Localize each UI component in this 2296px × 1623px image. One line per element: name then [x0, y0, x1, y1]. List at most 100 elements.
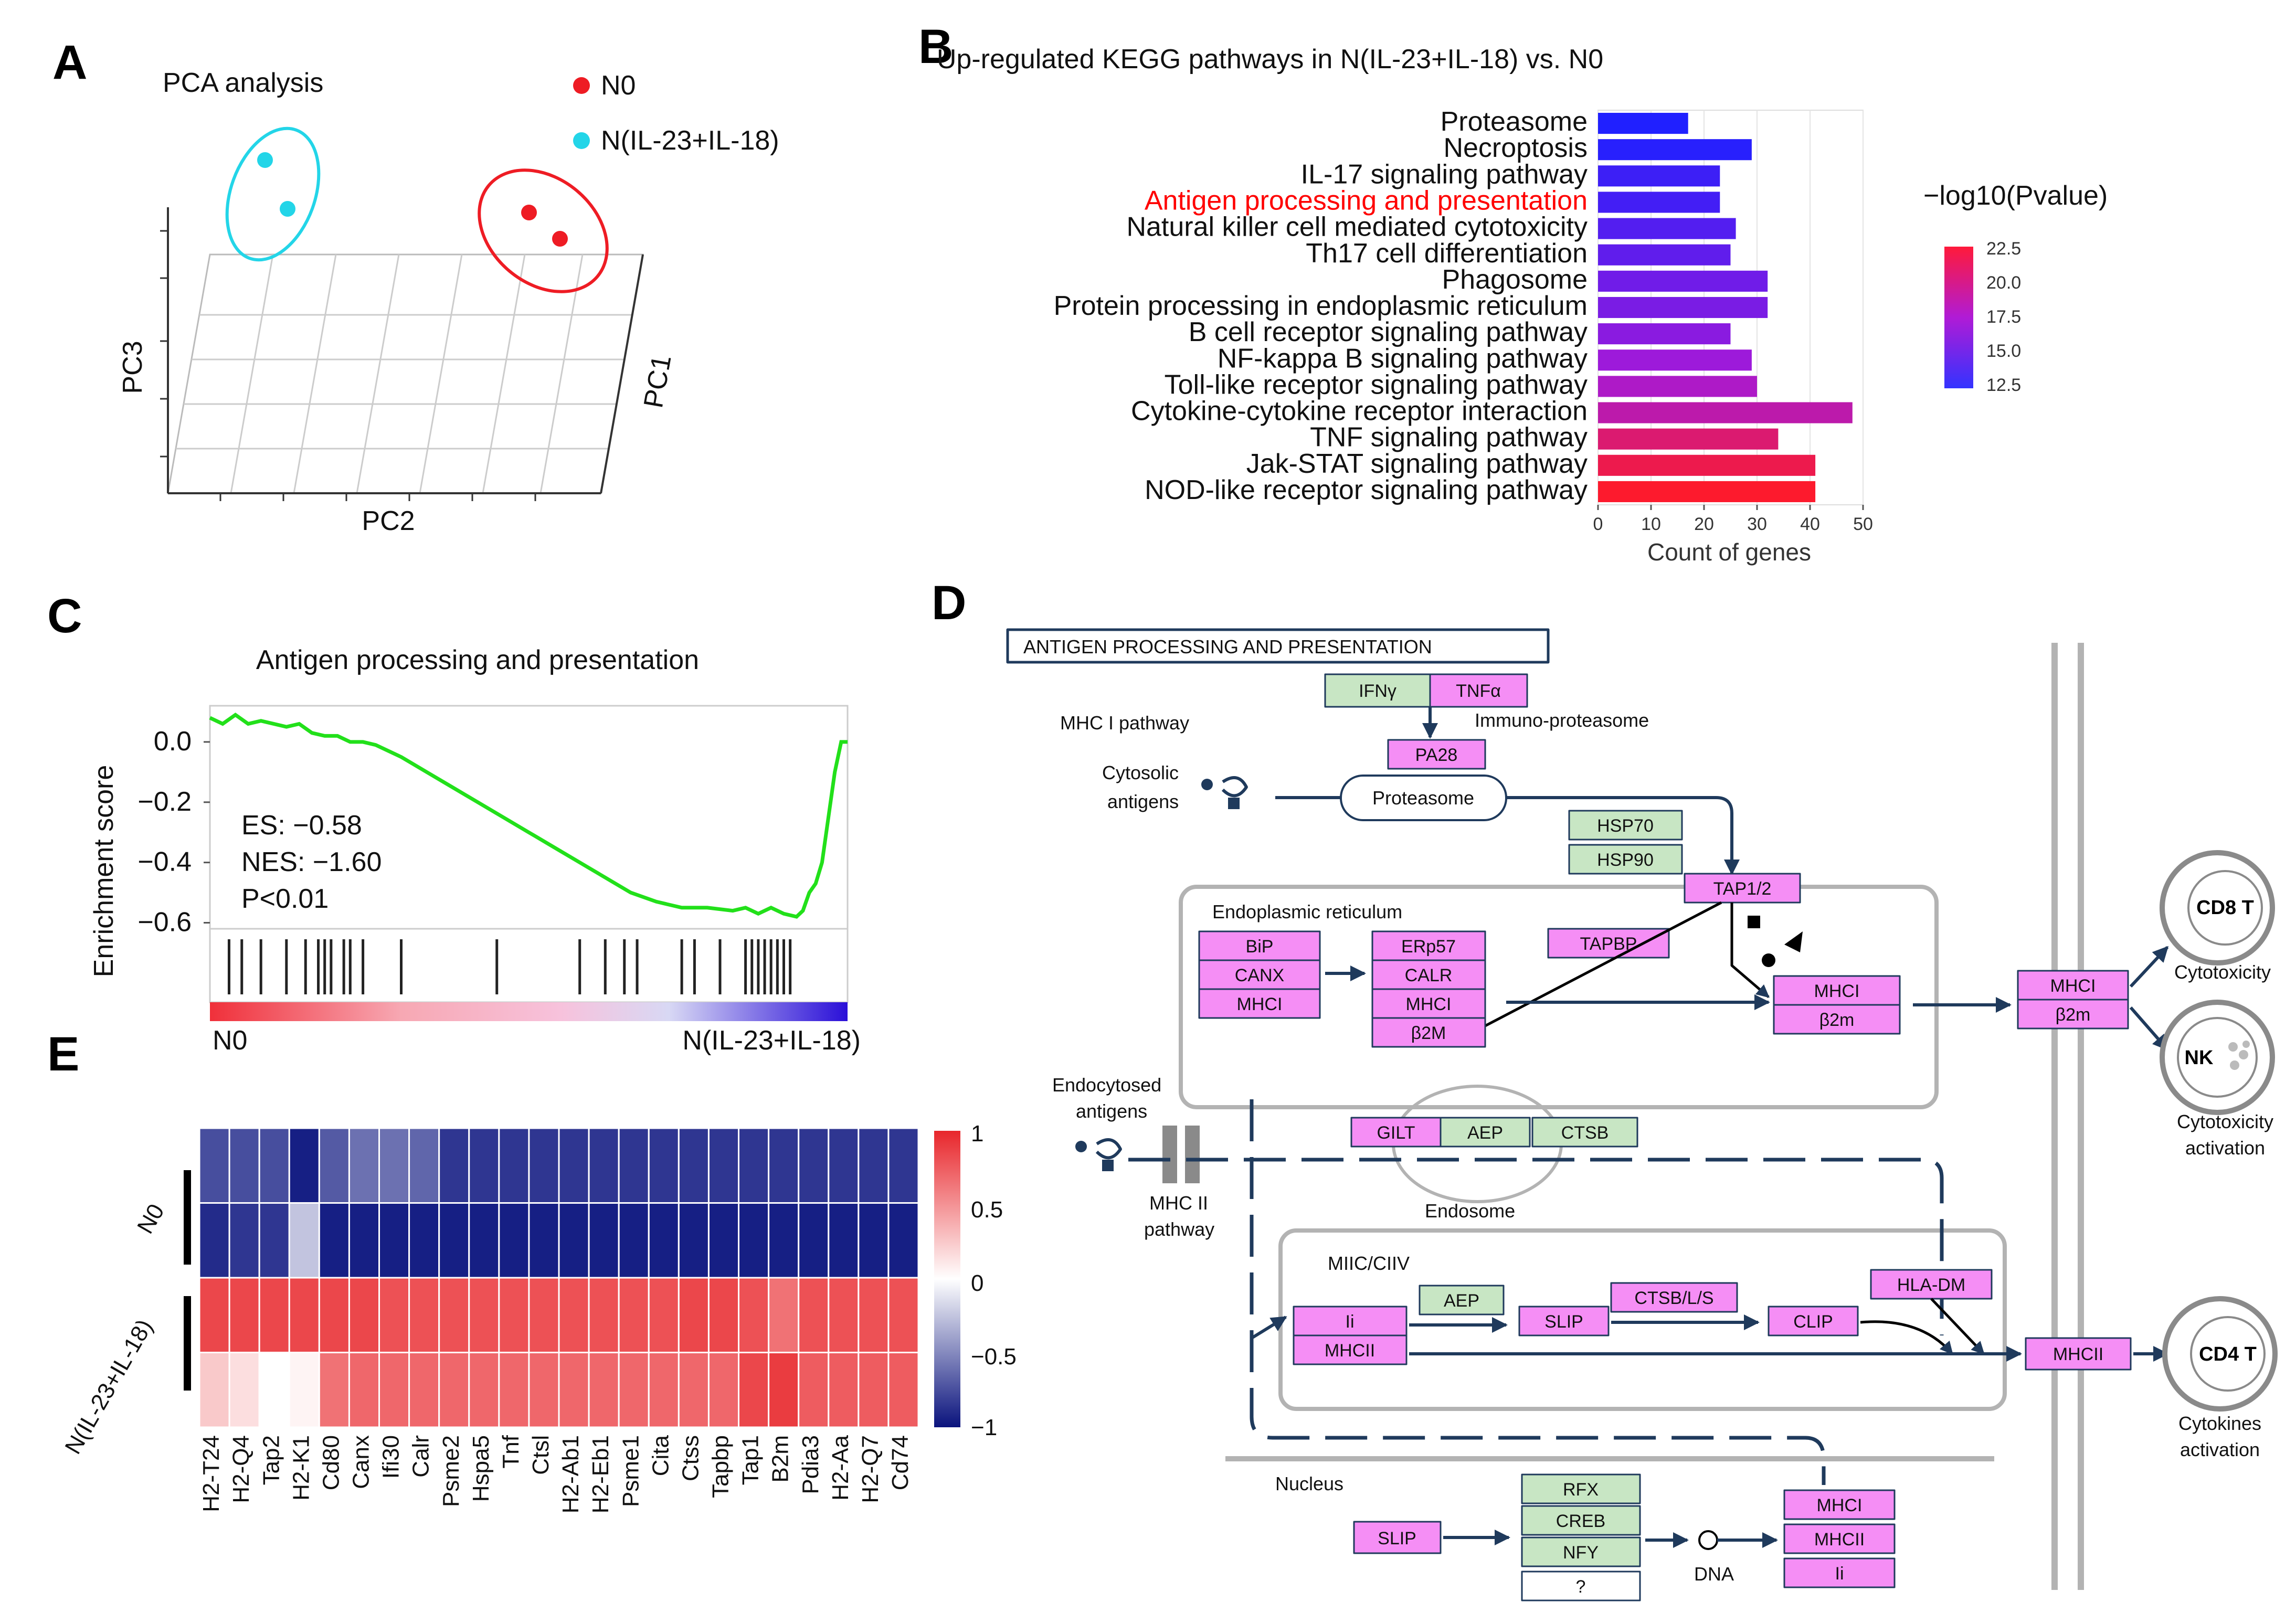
gsea-xlabel-right: N(IL-23+IL-18) [682, 1025, 861, 1056]
heatmap-cell [408, 1202, 440, 1279]
tnf-alpha-box [1429, 673, 1528, 708]
receptor-icon [1162, 1126, 1177, 1183]
heatmap-cell [258, 1127, 290, 1204]
heatmap-cell [258, 1352, 290, 1428]
heatmap-cell [648, 1127, 680, 1204]
kegg-bar [1598, 244, 1731, 266]
peptide-icon [1748, 916, 1760, 928]
heatmap-cell [798, 1127, 830, 1204]
gene-stack: MHCI MHCII Ii [1783, 1489, 1896, 1588]
gsea-rank-bar [210, 1002, 848, 1021]
pca-point [521, 205, 537, 220]
mhc2-pathway-label-1: MHC II [1149, 1192, 1208, 1214]
gsea-hits [227, 939, 792, 994]
creb-label: CREB [1556, 1511, 1605, 1531]
gsea-ylabel: Enrichment score [89, 765, 119, 978]
er-left-stack: BiP CANX MHCI [1198, 930, 1321, 1019]
heatmap-colorbar-tick: 0 [971, 1270, 983, 1296]
arrow [1930, 1298, 1985, 1355]
legend-il-label: N(IL-23+IL-18) [601, 125, 779, 156]
kegg-bar [1598, 323, 1731, 345]
heatmap-cell [198, 1202, 230, 1279]
kegg-bar [1598, 165, 1720, 187]
slip2-box [1353, 1521, 1442, 1554]
kegg-category-label: Proteasome [1441, 107, 1588, 137]
nk-activation-label-1: Cytotoxicity [2177, 1111, 2273, 1132]
heatmap-cell [738, 1277, 770, 1353]
kegg-category-label: IL-17 signaling pathway [1301, 159, 1588, 189]
kegg-xlabel: Count of genes [1647, 538, 1811, 566]
heatmap-cell [228, 1277, 260, 1353]
mhc2-pathway-label-2: pathway [1144, 1218, 1214, 1240]
mhcii-miic-label: MHCII [1325, 1341, 1375, 1361]
kegg-category-label: Protein processing in endoplasmic reticu… [1054, 291, 1588, 321]
aep-label: AEP [1467, 1123, 1503, 1143]
heatmap-column-label: H2-Aa [828, 1435, 853, 1500]
heatmap-cell [378, 1202, 410, 1279]
b2m-mid-label: β2M [1411, 1023, 1446, 1043]
kegg-category-label: Phagosome [1442, 264, 1588, 295]
proteasome-label: Proteasome [1372, 787, 1474, 809]
ctsb-box [1531, 1117, 1638, 1148]
heatmap-cell [798, 1202, 830, 1279]
heatmap-cell [678, 1202, 710, 1279]
pa28-box [1387, 739, 1486, 770]
nuclear-dashed-path [1250, 1099, 1826, 1485]
kegg-bar [1598, 139, 1752, 161]
pca-axis-y: PC3 [118, 341, 148, 394]
kegg-category-label: Toll-like receptor signaling pathway [1165, 369, 1588, 400]
pca-ticks [160, 230, 536, 501]
heatmap-cell [588, 1127, 620, 1204]
heatmap-cell [468, 1127, 500, 1204]
cd4-cell: CD4 T [2162, 1296, 2278, 1412]
arrow [2129, 1006, 2169, 1051]
er-right-stack: MHCI β2m [1773, 975, 1901, 1035]
heatmap-cell [288, 1277, 320, 1353]
heatmap-cell [678, 1127, 710, 1204]
heatmap-colorbar [934, 1131, 960, 1427]
gsea-p: P<0.01 [241, 884, 329, 914]
heatmap-column-label: Cita [648, 1435, 673, 1476]
heatmap-cell [348, 1277, 380, 1353]
panel-d: ANTIGEN PROCESSING AND PRESENTATION MHC … [1006, 628, 2278, 1601]
heatmap-column-label: Tap2 [258, 1435, 284, 1485]
heatmap-cell [378, 1352, 410, 1428]
rfx-label: RFX [1563, 1480, 1599, 1500]
kegg-category-label: NOD-like receptor signaling pathway [1145, 475, 1588, 505]
hladm-box [1870, 1269, 1993, 1300]
kegg-xtick-label: 20 [1694, 514, 1714, 534]
heatmap-cell [348, 1352, 380, 1428]
heatmap-column-label: H2-Eb1 [588, 1435, 613, 1513]
heatmap-cell [528, 1352, 560, 1428]
kegg-colorbar-tick: 15.0 [1986, 341, 2021, 361]
gene-mhcii-label: MHCII [1814, 1530, 1865, 1550]
heatmap-cell [887, 1277, 919, 1353]
heatmap-cell [258, 1277, 290, 1353]
heatmap-cell [738, 1202, 770, 1279]
nk-activation-label-2: activation [2185, 1137, 2265, 1159]
heatmap-cell [438, 1352, 470, 1428]
heatmap-cell [228, 1202, 260, 1279]
nfy-label: NFY [1563, 1543, 1599, 1563]
heatmap-column-labels: H2-T24 H2-Q4 Tap2 H2-K1 Cd80 Canx Ifi30 Calr Psm… [198, 1435, 913, 1513]
kegg-category-label: B cell receptor signaling pathway [1189, 317, 1588, 347]
mhci-mid-label: MHCI [1406, 994, 1452, 1014]
kegg-colorbar-tick: 17.5 [1986, 307, 2021, 327]
heatmap-cell [528, 1277, 560, 1353]
pca-axis-z: PC1 [638, 353, 678, 410]
heatmap-cell [768, 1277, 800, 1353]
legend-n0-dot [573, 77, 590, 94]
endocytosed-label-1: Endocytosed [1052, 1074, 1161, 1096]
heatmap-cell [588, 1202, 620, 1279]
heatmap-cell [678, 1352, 710, 1428]
hladm-label: HLA-DM [1897, 1275, 1965, 1295]
tap-box [1684, 873, 1801, 904]
cd8-cell: CD8 T [2160, 850, 2275, 966]
panel-e: H2-T24 H2-Q4 Tap2 H2-K1 Cd80 Canx Ifi30 Calr Psm… [60, 1121, 1016, 1513]
heatmap-column-label: Psme1 [618, 1435, 643, 1507]
heatmap-column-label: Cd80 [318, 1435, 344, 1490]
gene-mhci-label: MHCI [1817, 1495, 1863, 1515]
kegg-category-label: Jak-STAT signaling pathway [1246, 449, 1588, 479]
heatmap-column-label: Cd74 [887, 1435, 913, 1490]
clip-label: CLIP [1793, 1312, 1833, 1332]
